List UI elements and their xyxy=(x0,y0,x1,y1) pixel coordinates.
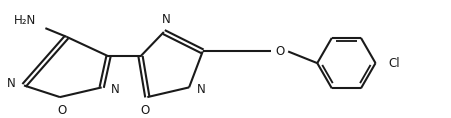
Text: O: O xyxy=(276,45,285,58)
Text: N: N xyxy=(111,83,120,96)
Text: Cl: Cl xyxy=(388,57,400,70)
Text: N: N xyxy=(161,13,170,26)
Text: O: O xyxy=(141,104,150,117)
Text: O: O xyxy=(57,104,66,117)
Text: H₂N: H₂N xyxy=(14,14,36,27)
Text: N: N xyxy=(7,77,16,90)
Text: N: N xyxy=(198,83,206,96)
